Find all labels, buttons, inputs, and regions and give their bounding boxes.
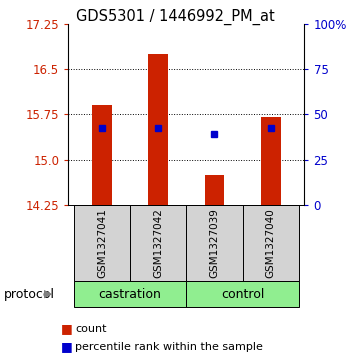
Bar [261, 117, 281, 205]
Bar [74, 281, 186, 307]
Text: GSM1327041: GSM1327041 [97, 208, 107, 278]
Text: GSM1327040: GSM1327040 [266, 208, 276, 278]
Text: GSM1327039: GSM1327039 [210, 208, 219, 278]
Text: ▶: ▶ [44, 289, 52, 299]
Bar [74, 205, 130, 281]
Bar [186, 205, 243, 281]
Text: ■: ■ [61, 340, 73, 353]
Bar [205, 175, 224, 205]
Text: percentile rank within the sample: percentile rank within the sample [75, 342, 263, 352]
Text: count: count [75, 323, 107, 334]
Bar [243, 205, 299, 281]
Bar [130, 205, 186, 281]
Text: GDS5301 / 1446992_PM_at: GDS5301 / 1446992_PM_at [76, 9, 274, 25]
Text: protocol: protocol [4, 287, 55, 301]
Text: GSM1327042: GSM1327042 [153, 208, 163, 278]
Text: ■: ■ [61, 322, 73, 335]
Bar [92, 105, 112, 205]
Bar [186, 281, 299, 307]
Bar [148, 54, 168, 205]
Text: castration: castration [99, 287, 162, 301]
Text: control: control [221, 287, 264, 301]
